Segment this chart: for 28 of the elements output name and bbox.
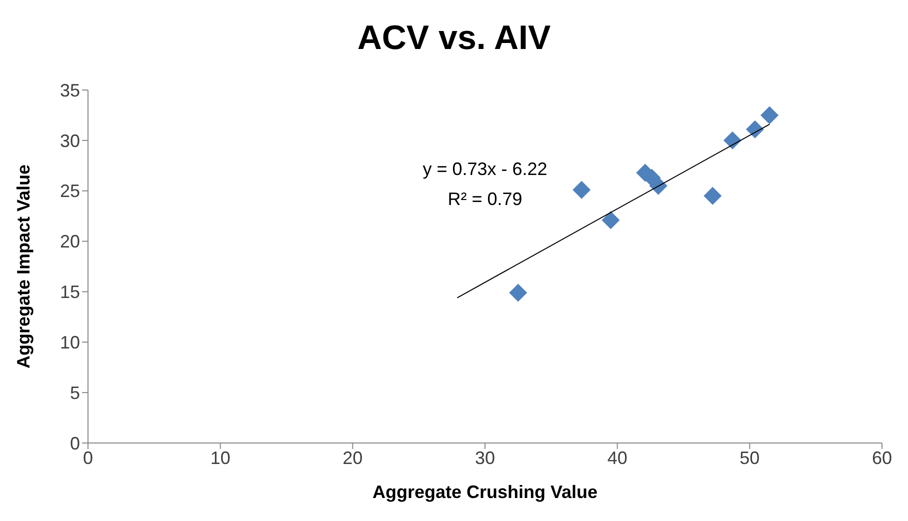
x-tick-label: 10 — [210, 448, 230, 468]
point — [746, 120, 764, 138]
point — [649, 176, 668, 195]
y-tick-label: 15 — [60, 282, 80, 302]
point — [509, 284, 528, 302]
point — [572, 180, 591, 199]
y-tick-label: 30 — [60, 130, 80, 151]
y-tick-label: 25 — [60, 181, 80, 202]
y-tick-label: 20 — [60, 232, 80, 252]
chart-title: ACV vs. AIV — [356, 18, 552, 59]
x-tick-label: 20 — [342, 448, 363, 468]
y-tick-label: 5 — [70, 382, 80, 403]
x-tick-label: 0 — [82, 448, 94, 468]
x-tick-label: 50 — [740, 448, 760, 468]
y-axis-title: Aggregate Impact Value — [13, 164, 34, 369]
annotation: y = 0.73x - 6.22 — [422, 158, 548, 179]
annotation: R² = 0.79 — [448, 188, 522, 209]
y-tick-label: 0 — [70, 433, 80, 454]
point — [602, 211, 620, 230]
point — [704, 186, 722, 205]
point — [723, 131, 742, 150]
point — [760, 106, 779, 124]
x-tick-label: 60 — [872, 448, 892, 468]
x-tick-label: 40 — [607, 448, 628, 468]
x-axis-title: Aggregate Crushing Value — [372, 482, 598, 502]
y-tick-label: 10 — [60, 332, 80, 353]
x-tick-label: 30 — [474, 448, 496, 468]
y-tick-label: 35 — [60, 80, 80, 100]
